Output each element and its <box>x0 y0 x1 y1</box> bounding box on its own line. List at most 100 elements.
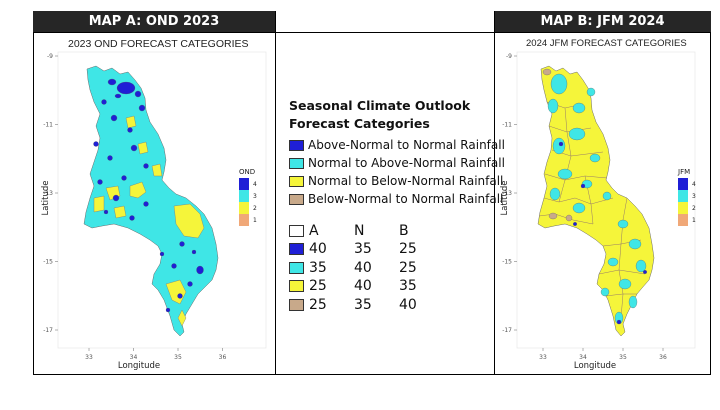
y-axis-label: Latitude <box>41 181 51 216</box>
probability-cell: 35 <box>309 259 327 276</box>
probability-cell: B <box>399 223 409 239</box>
divider-left <box>275 11 276 375</box>
zone-yellow <box>93 195 105 213</box>
probability-swatch <box>289 280 304 292</box>
probability-row: 25 40 35 <box>289 277 444 295</box>
probability-cell: 25 <box>309 278 327 294</box>
y-tick-label: -13 <box>502 190 512 197</box>
map-legend-value: 2 <box>692 205 696 212</box>
probability-cell: N <box>354 223 365 239</box>
malawi-outline <box>537 65 655 337</box>
map-a-country <box>83 65 219 337</box>
x-tick-label: 34 <box>130 354 138 361</box>
y-tick-label: -15 <box>502 259 512 266</box>
map-a-header: MAP A: OND 2023 <box>33 11 275 32</box>
y-tick-label: -11 <box>502 122 512 129</box>
map-legend-title: OND <box>239 168 255 176</box>
category-row: Normal to Above-Normal Rainfall <box>289 155 505 171</box>
map-legend-swatch <box>678 178 688 190</box>
center-header-blank <box>275 11 494 32</box>
map-legend-swatch <box>678 202 688 214</box>
zone-cyan <box>628 238 642 250</box>
x-tick-label: 35 <box>619 354 627 361</box>
map-legend-value: 1 <box>692 217 696 224</box>
x-tick-label: 36 <box>659 354 667 361</box>
zone-cyan <box>572 202 586 214</box>
probability-cell: 40 <box>309 241 327 257</box>
zone-cyan <box>628 295 638 309</box>
map-b-normal-above-zones <box>547 73 647 325</box>
probability-cell: 35 <box>354 296 372 313</box>
map-legend-swatch <box>678 214 688 226</box>
zone-blue <box>101 99 107 105</box>
zone-blue <box>103 209 109 215</box>
zone-cyan <box>572 102 586 114</box>
category-label: Normal to Above-Normal Rainfall <box>308 156 505 170</box>
zone-blue <box>643 270 647 274</box>
header-divider <box>33 32 711 33</box>
zone-yellow <box>113 205 127 219</box>
map-legend-swatch <box>239 202 249 214</box>
zone-tan <box>548 212 558 220</box>
probability-swatch <box>289 225 304 237</box>
map-b-header: MAP B: JFM 2024 <box>494 11 711 32</box>
probability-cell: 35 <box>354 241 372 257</box>
x-tick-label: 33 <box>539 354 547 361</box>
x-tick-label: 34 <box>579 354 587 361</box>
y-tick-label: -9 <box>506 53 512 60</box>
legend-title: Seasonal Climate Outlook Forecast Catego… <box>289 97 489 133</box>
map-b-above-normal-zones <box>558 141 647 325</box>
category-swatch <box>289 157 304 169</box>
zone-yellow <box>129 181 147 199</box>
zone-blue <box>143 201 149 207</box>
zone-blue <box>130 144 138 152</box>
y-tick-label: -13 <box>43 190 53 197</box>
zone-blue <box>110 114 118 122</box>
legend-title-line-1: Seasonal Climate Outlook <box>289 98 471 113</box>
category-swatch <box>289 193 304 205</box>
map-legend-value: 3 <box>253 193 257 200</box>
zone-blue <box>558 141 564 147</box>
probability-cell: 25 <box>399 259 417 276</box>
district-line <box>544 173 608 181</box>
district-line <box>543 197 614 205</box>
map-b-below-normal-zones <box>542 68 573 222</box>
zone-cyan <box>549 187 561 201</box>
probability-row: 35 40 25 <box>289 259 444 277</box>
map-legend-value: 3 <box>692 193 696 200</box>
x-tick-label: 35 <box>174 354 182 361</box>
category-row: Normal to Below-Normal Rainfall <box>289 173 503 189</box>
zone-blue <box>580 183 586 189</box>
probability-row: 40 35 25 <box>289 240 444 258</box>
category-swatch <box>289 175 304 187</box>
map-legend-value: 4 <box>692 181 696 188</box>
y-axis-label: Latitude <box>500 181 510 216</box>
district-line <box>538 213 594 225</box>
map-legend-swatch <box>239 214 249 226</box>
probability-cell: A <box>309 223 319 239</box>
zone-cyan <box>550 73 568 95</box>
zone-blue <box>107 155 113 161</box>
zone-cyan <box>618 278 632 290</box>
map-legend-title: JFM <box>677 168 690 176</box>
map-legend-value: 4 <box>253 181 257 188</box>
zone-blue <box>187 281 193 287</box>
zone-cyan <box>557 168 573 180</box>
probability-cell: 25 <box>309 296 327 313</box>
map-legend: OND 4 3 2 1 <box>239 168 257 226</box>
probability-cell: 40 <box>354 278 372 294</box>
probability-swatch <box>289 298 304 311</box>
zone-blue <box>138 104 146 112</box>
zone-blue <box>616 319 622 325</box>
probability-row: 25 35 40 <box>289 296 444 314</box>
y-tick-label: -17 <box>502 327 512 334</box>
category-label: Normal to Below-Normal Rainfall <box>308 174 504 188</box>
probability-cell: 25 <box>399 241 417 257</box>
map-a-above-normal-zones <box>93 78 204 313</box>
zone-blue <box>107 78 117 86</box>
map-legend-swatch <box>678 190 688 202</box>
probability-cell: 40 <box>399 296 417 313</box>
